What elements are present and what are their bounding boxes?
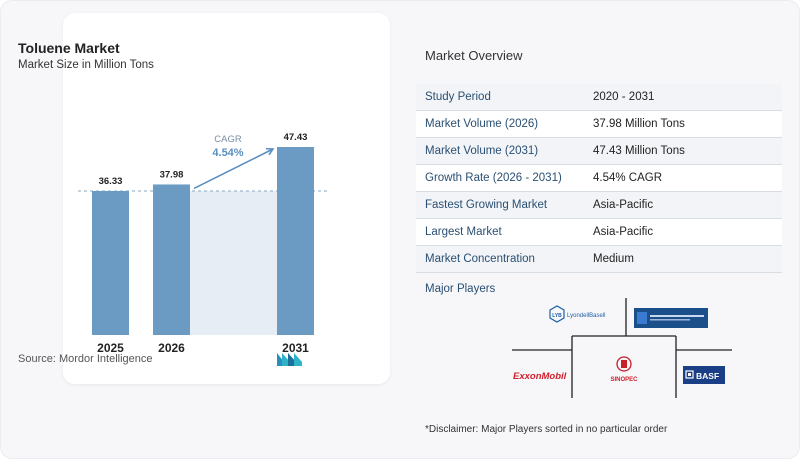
- overview-row: Largest Market Asia-Pacific: [416, 219, 782, 246]
- lyb-mark-text: LYB: [552, 313, 562, 319]
- basf-logo: BASF: [683, 366, 725, 384]
- overview-table: Study Period 2020 - 2031 Market Volume (2…: [416, 84, 782, 273]
- overview-value: Asia-Pacific: [593, 199, 654, 211]
- x-tick-label: 2031: [282, 341, 309, 355]
- overview-key: Market Concentration: [425, 253, 535, 265]
- chart-subtitle: Market Size in Million Tons: [18, 59, 154, 71]
- lyondellbasell-text: LyondellBasell: [567, 313, 605, 319]
- bar-2025: [92, 190, 129, 335]
- overview-key: Study Period: [425, 91, 491, 103]
- bar-value-label: 37.98: [160, 169, 184, 180]
- overview-value: Asia-Pacific: [593, 226, 654, 238]
- bar-value-label: 36.33: [99, 176, 123, 187]
- major-players-title: Major Players: [425, 283, 496, 295]
- overview-value: 47.43 Million Tons: [593, 145, 685, 157]
- basf-text: BASF: [696, 371, 719, 381]
- overview-row: Market Volume (2031) 47.43 Million Tons: [416, 138, 782, 165]
- overview-row: Growth Rate (2026 - 2031) 4.54% CAGR: [416, 165, 782, 192]
- overview-key: Largest Market: [425, 226, 502, 238]
- bar-2026: [153, 184, 190, 335]
- sinopec-logo: SINOPEC: [610, 356, 638, 383]
- exxonmobil-text: ExxonMobil: [513, 371, 567, 382]
- cagr-value: 4.54%: [212, 147, 243, 159]
- overview-title: Market Overview: [425, 48, 523, 63]
- exxonmobil-logo: ExxonMobil: [513, 371, 567, 382]
- overview-key: Growth Rate (2026 - 2031): [425, 172, 562, 184]
- cagr-band: [190, 190, 277, 335]
- x-tick-label: 2026: [158, 341, 185, 355]
- bar-chart: 36.33 2025 37.98 2026 47.43 2031 CAGR 4.54%: [78, 132, 328, 355]
- overview-key: Fastest Growing Market: [425, 199, 548, 211]
- overview-key: Market Volume (2031): [425, 145, 539, 157]
- overview-row: Market Concentration Medium: [416, 246, 782, 273]
- cagr-label: CAGR: [214, 134, 242, 145]
- disclaimer: *Disclaimer: Major Players sorted in no …: [425, 424, 668, 435]
- chart-title: Toluene Market: [18, 40, 120, 56]
- overview-row: Study Period 2020 - 2031: [416, 84, 782, 111]
- cagr-arrow: [193, 148, 274, 190]
- overview-value: 37.98 Million Tons: [593, 118, 685, 130]
- chinese-company-logo: [634, 308, 708, 328]
- bar-2031: [277, 147, 314, 335]
- lyondellbasell-logo: LYB LyondellBasell: [549, 305, 605, 323]
- chart-source: Source: Mordor Intelligence: [18, 353, 153, 365]
- overview-value: Medium: [593, 253, 634, 265]
- cagr-arrowhead-icon: [265, 147, 275, 156]
- overview-value: 2020 - 2031: [593, 91, 655, 103]
- sinopec-text: SINOPEC: [610, 377, 638, 383]
- major-players-logos: LYB LyondellBasell ExxonMobil SINOPEC BA…: [512, 298, 732, 398]
- overview-value: 4.54% CAGR: [593, 172, 663, 184]
- x-tick-label: 2025: [97, 341, 124, 355]
- bar-value-label: 47.43: [284, 132, 308, 143]
- overview-row: Fastest Growing Market Asia-Pacific: [416, 192, 782, 219]
- overview-row: Market Volume (2026) 37.98 Million Tons: [416, 111, 782, 138]
- overview-key: Market Volume (2026): [425, 118, 539, 130]
- mordor-logo-icon: [277, 353, 302, 366]
